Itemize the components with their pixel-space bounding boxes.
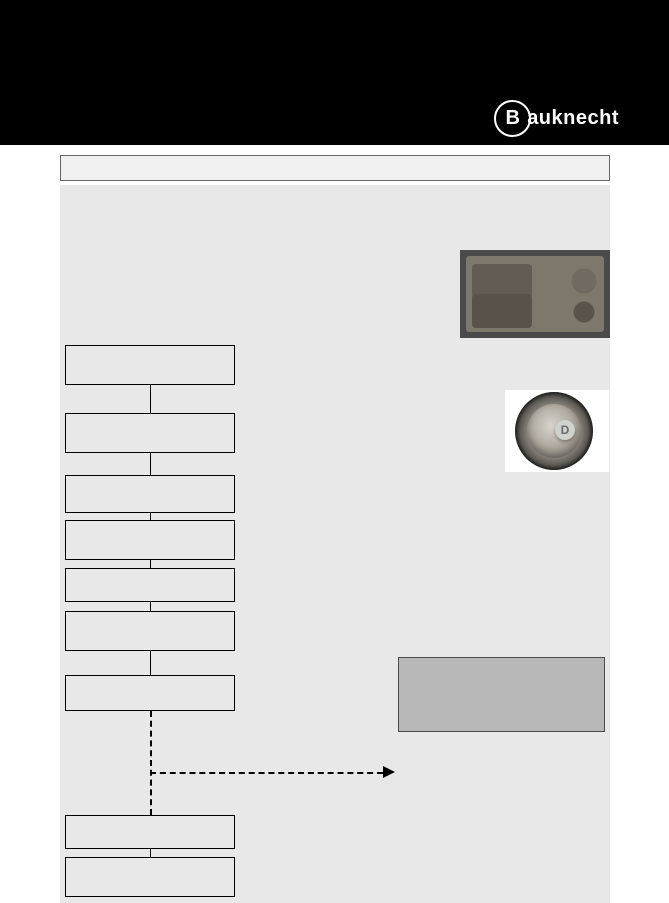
flow-arrowhead [383,766,395,778]
component-photo-cap-inner [527,404,581,458]
flow-connector-1 [150,453,151,475]
flow-connector-2 [150,513,151,520]
flow-step-b5 [65,568,235,602]
component-photo-tray [460,250,610,338]
title-bar [60,155,610,181]
flow-step-b6 [65,611,235,651]
flow-step-b8 [65,815,235,849]
flow-step-b4 [65,520,235,560]
brand-logo-initial: B [494,100,531,137]
flow-step-b1 [65,345,235,385]
flow-dashed-horizontal [150,772,383,774]
flow-connector-3 [150,560,151,568]
component-photo-cap [515,392,593,470]
flow-connector-5 [150,651,151,675]
flow-step-b7 [65,675,235,711]
header-bar: B auknecht [0,0,669,145]
flow-connector-6 [150,849,151,857]
brand-logo-text: auknecht [527,107,619,130]
page-content [0,145,669,903]
flow-connector-4 [150,602,151,611]
flow-step-b2 [65,413,235,453]
component-photo-cap-frame [505,390,609,472]
highlight-box [398,657,605,732]
brand-logo: B auknecht [494,100,619,137]
flow-dashed-vertical [150,711,152,815]
flow-step-b9 [65,857,235,897]
flow-connector-0 [150,385,151,413]
flow-step-b3 [65,475,235,513]
